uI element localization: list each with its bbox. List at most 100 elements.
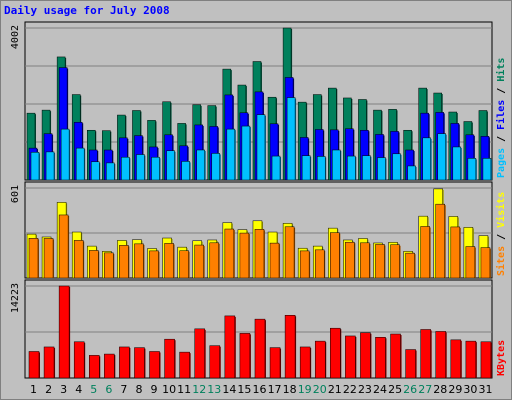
bar-kbytes (43, 346, 55, 379)
y-max-tick-label: 4002 (10, 25, 21, 49)
legend-separator: / (496, 82, 507, 100)
bar-sites (299, 250, 310, 279)
bar-sites (269, 242, 280, 279)
bar-pages (106, 162, 115, 181)
x-tick-label: 23 (358, 383, 372, 396)
x-tick-label: 19 (298, 383, 312, 396)
bar-kbytes (149, 351, 160, 379)
x-tick-label: 8 (135, 383, 142, 396)
bar-pages (211, 153, 221, 181)
legend-entry: Visits (495, 192, 507, 228)
x-tick-label: 18 (283, 383, 297, 396)
bar-sites (375, 244, 385, 279)
bar-pages (377, 157, 386, 181)
legend-entry: Files (495, 100, 507, 130)
bar-pages (75, 147, 85, 181)
bar-pages (452, 146, 462, 181)
bar-sites (435, 203, 445, 279)
x-tick-label: 10 (162, 383, 176, 396)
bar-kbytes (480, 341, 492, 379)
x-tick-label: 6 (105, 383, 112, 396)
bar-pages (407, 165, 416, 181)
bar-kbytes (224, 315, 236, 379)
bar-kbytes (209, 345, 221, 379)
bar-kbytes (450, 339, 462, 379)
x-tick-label: 31 (478, 383, 492, 396)
bar-pages (226, 128, 236, 181)
bar-kbytes (254, 318, 266, 379)
bar-kbytes (119, 346, 130, 379)
bar-pages (422, 137, 431, 181)
bar-kbytes (360, 332, 371, 379)
bar-sites (43, 238, 54, 279)
x-tick-label: 30 (463, 383, 477, 396)
bar-sites (284, 226, 295, 279)
x-tick-label: 11 (177, 383, 191, 396)
bar-pages (362, 155, 371, 181)
x-tick-label: 21 (328, 383, 342, 396)
bar-kbytes (299, 346, 311, 379)
bar-sites (104, 252, 114, 279)
bar-kbytes (179, 351, 190, 379)
bar-kbytes (420, 329, 431, 379)
x-tick-label: 4 (75, 383, 82, 396)
bar-kbytes (345, 335, 356, 379)
bar-kbytes (239, 333, 251, 379)
series-legend: Sites / Visits (495, 192, 507, 276)
x-tick-label: 15 (237, 383, 251, 396)
series-legend: KBytes (496, 340, 507, 376)
x-tick-label: 16 (253, 383, 267, 396)
legend-entry: Hits (495, 58, 507, 82)
legend-separator: / (496, 228, 507, 246)
bar-pages (196, 149, 205, 181)
bar-pages (437, 133, 446, 181)
bar-kbytes (375, 336, 386, 379)
bar-sites (89, 250, 99, 279)
bar-pages (136, 154, 145, 181)
x-tick-label: 25 (388, 383, 402, 396)
bar-sites (480, 247, 491, 279)
y-max-tick-label: 601 (10, 185, 21, 203)
x-tick-label: 9 (151, 383, 158, 396)
bar-kbytes (330, 327, 341, 379)
bar-pages (256, 114, 266, 181)
x-tick-label: 20 (313, 383, 327, 396)
bar-pages (347, 155, 356, 181)
bar-sites (28, 238, 39, 279)
bar-pages (332, 149, 341, 181)
bar-pages (151, 156, 160, 181)
bar-pages (45, 151, 55, 181)
bar-pages (121, 156, 130, 181)
x-tick-label: 26 (403, 383, 417, 396)
chart-title: Daily usage for July 2008 (4, 4, 170, 17)
bar-pages (60, 128, 70, 181)
bar-sites (239, 232, 250, 279)
bar-pages (482, 158, 492, 181)
x-tick-label: 17 (268, 383, 282, 396)
x-tick-label: 28 (433, 383, 447, 396)
series-legend: Pages / Files / Hits (495, 58, 507, 178)
x-tick-label: 7 (120, 383, 127, 396)
bar-kbytes (269, 347, 281, 379)
x-tick-label: 22 (343, 383, 357, 396)
bar-kbytes (405, 349, 416, 379)
x-tick-label: 13 (207, 383, 221, 396)
bar-kbytes (73, 341, 85, 379)
legend-entry: Pages (496, 148, 507, 178)
x-tick-label: 5 (90, 383, 97, 396)
bar-pages (271, 155, 281, 181)
bar-sites (179, 250, 189, 279)
bar-kbytes (89, 355, 100, 379)
bar-sites (73, 240, 84, 279)
bar-sites (360, 242, 370, 279)
bar-sites (450, 226, 461, 279)
bar-kbytes (134, 347, 145, 379)
bar-pages (181, 161, 190, 181)
bar-kbytes (104, 353, 115, 379)
bar-sites (420, 226, 430, 279)
legend-entry: KBytes (496, 340, 507, 376)
bar-sites (194, 244, 204, 279)
legend-entry: Sites (495, 246, 507, 276)
bar-kbytes (194, 328, 205, 379)
